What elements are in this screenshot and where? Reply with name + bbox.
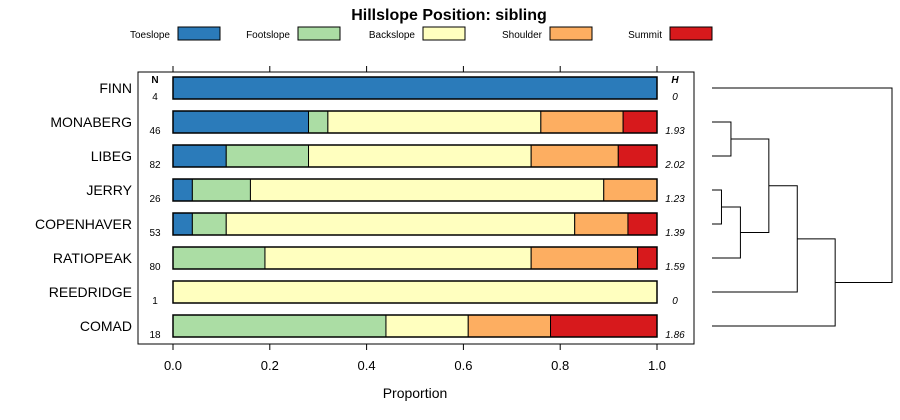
row-label-libeg: LIBEG: [91, 148, 132, 164]
bar-outline-jerry: [172, 178, 658, 202]
row-label-finn: FINN: [99, 80, 132, 96]
n-value-ratiopeak: 80: [149, 262, 161, 273]
bar-comad-summit: [550, 314, 658, 338]
bar-monaberg-shoulder: [540, 110, 624, 134]
n-value-finn: 4: [152, 92, 158, 103]
dendrogram-link-m6: [712, 238, 836, 327]
bar-libeg-toeslope: [172, 144, 227, 168]
h-value-finn: 0: [672, 92, 678, 103]
x-tick-label-0-8: 0.8: [551, 358, 569, 373]
h-header: H: [671, 75, 679, 86]
bar-copenhaver-summit: [627, 212, 658, 236]
bar-copenhaver-toeslope: [172, 212, 193, 236]
row-label-reedridge: REEDRIDGE: [49, 284, 132, 300]
bar-libeg-footslope: [225, 144, 310, 168]
dendrogram-link-m2: [712, 121, 732, 157]
legend: Toeslope Footslope Backslope Shoulder Summit: [130, 26, 713, 41]
x-tick-label-0-4: 0.4: [358, 358, 376, 373]
bar-outline-finn: [172, 76, 658, 100]
h-value-reedridge: 0: [672, 296, 678, 307]
row-label-copenhaver: COPENHAVER: [35, 216, 132, 232]
bar-libeg-shoulder: [530, 144, 619, 168]
x-tick-label-0-6: 0.6: [454, 358, 472, 373]
bar-reedridge-backslope: [172, 280, 658, 304]
bar-ratiopeak-shoulder: [530, 246, 639, 270]
dendrogram: [712, 87, 893, 327]
x-tick-label-0-2: 0.2: [261, 358, 279, 373]
bar-monaberg-footslope: [308, 110, 329, 134]
bar-outline-reedridge: [172, 280, 658, 304]
legend-label-backslope: Backslope: [369, 30, 416, 41]
dendrogram-link-m1: [712, 189, 722, 225]
n-value-reedridge: 1: [152, 296, 158, 307]
bars: FINN 4 0 MONABERG 46 1.93 LIBEG 82 2.02 JERRY 26 1.…: [35, 76, 685, 341]
n-value-libeg: 82: [149, 160, 161, 171]
bar-ratiopeak-backslope: [264, 246, 532, 270]
x-tick-label-1-0: 1.0: [648, 358, 666, 373]
x-axis-title: Proportion: [383, 385, 448, 401]
bar-libeg-summit: [617, 144, 658, 168]
bar-monaberg-backslope: [327, 110, 542, 134]
h-value-copenhaver: 1.39: [665, 228, 685, 239]
h-value-ratiopeak: 1.59: [665, 262, 685, 273]
bar-jerry-backslope: [249, 178, 605, 202]
row-label-jerry: JERRY: [86, 182, 132, 198]
bar-comad-shoulder: [467, 314, 552, 338]
legend-swatch-footslope: [297, 26, 341, 41]
dendrogram-link-m5: [712, 185, 798, 293]
h-value-monaberg: 1.93: [665, 126, 685, 137]
bar-comad-footslope: [172, 314, 387, 338]
h-value-comad: 1.86: [665, 330, 685, 341]
plot-panel: [137, 71, 695, 345]
dendrogram-link-m4: [730, 138, 770, 233]
bar-jerry-footslope: [191, 178, 251, 202]
bar-comad-backslope: [385, 314, 469, 338]
bar-monaberg-summit: [622, 110, 658, 134]
n-value-copenhaver: 53: [149, 228, 161, 239]
legend-label-summit: Summit: [628, 30, 662, 41]
bar-jerry-shoulder: [603, 178, 658, 202]
row-label-ratiopeak: RATIOPEAK: [53, 250, 133, 266]
legend-label-shoulder: Shoulder: [502, 30, 543, 41]
dendrogram-link-m7: [712, 87, 893, 283]
n-value-comad: 18: [149, 330, 161, 341]
legend-swatch-toeslope: [177, 26, 221, 41]
n-header: N: [151, 75, 158, 86]
legend-label-footslope: Footslope: [246, 30, 290, 41]
n-value-jerry: 26: [149, 194, 161, 205]
legend-swatch-summit: [669, 26, 713, 41]
x-tick-label-0-0: 0.0: [164, 358, 182, 373]
legend-swatch-shoulder: [549, 26, 593, 41]
bar-copenhaver-footslope: [191, 212, 227, 236]
row-label-monaberg: MONABERG: [50, 114, 132, 130]
bar-monaberg-toeslope: [172, 110, 310, 134]
h-value-jerry: 1.23: [665, 194, 685, 205]
legend-swatch-backslope: [422, 26, 466, 41]
bar-ratiopeak-summit: [637, 246, 658, 270]
legend-label-toeslope: Toeslope: [130, 30, 170, 41]
bar-outline-comad: [172, 314, 658, 338]
bar-libeg-backslope: [308, 144, 532, 168]
bar-copenhaver-backslope: [225, 212, 576, 236]
bar-outline-ratiopeak: [172, 246, 658, 270]
h-value-libeg: 2.02: [664, 160, 685, 171]
row-label-comad: COMAD: [80, 318, 132, 334]
bar-outline-libeg: [172, 144, 658, 168]
bar-jerry-toeslope: [172, 178, 193, 202]
chart-title: Hillslope Position: sibling: [351, 7, 547, 24]
bar-ratiopeak-footslope: [172, 246, 266, 270]
bar-outline-monaberg: [172, 110, 658, 134]
dendrogram-link-m3: [712, 206, 741, 259]
bar-finn-toeslope: [172, 76, 658, 100]
bar-outline-copenhaver: [172, 212, 658, 236]
n-value-monaberg: 46: [149, 126, 161, 137]
x-axis: 0.0 0.2 0.4 0.6 0.8 1.0: [164, 66, 666, 373]
bar-copenhaver-shoulder: [574, 212, 629, 236]
